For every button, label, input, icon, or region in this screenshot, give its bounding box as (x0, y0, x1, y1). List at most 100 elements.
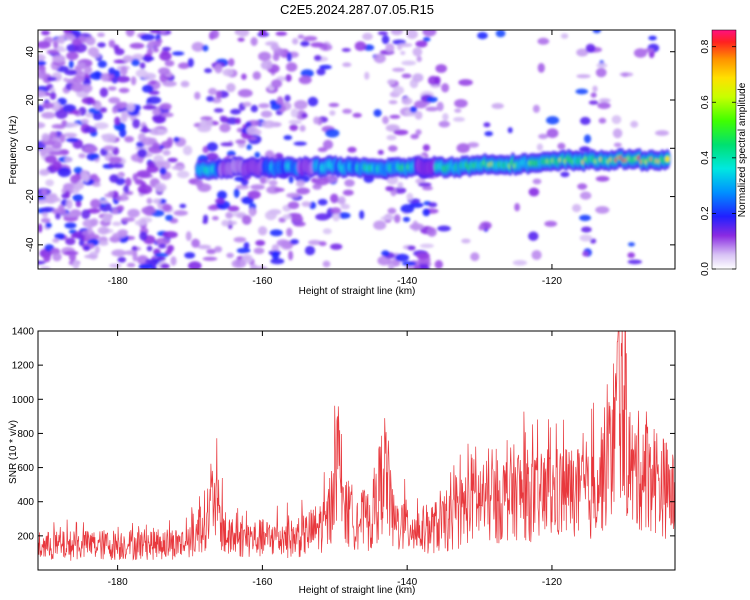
heatmap-cell (38, 260, 46, 265)
heatmap-cell (592, 30, 601, 34)
heatmap-y-ticks: -40 -20 0 20 40 (25, 46, 675, 252)
heatmap-cell (152, 198, 162, 204)
colorbar-tick-label: 0.0 (700, 262, 711, 276)
heatmap-cell (184, 252, 196, 259)
heatmap-cell (241, 215, 252, 225)
heatmap-cell (202, 219, 208, 224)
snr-x-axis-label: Height of straight line (km) (299, 585, 416, 596)
heatmap-cell (38, 90, 46, 98)
heatmap-cell (135, 69, 148, 78)
heatmap-cell (456, 143, 470, 154)
heatmap-cell (94, 245, 100, 254)
heatmap-cell (393, 129, 409, 136)
heatmap-cell (354, 41, 367, 51)
heatmap-cell (395, 253, 410, 262)
heatmap-cell (442, 113, 449, 121)
heatmap-cell (83, 126, 98, 133)
y-tick-label: 400 (17, 497, 34, 508)
heatmap-y-axis-label: Frequency (Hz) (8, 116, 19, 185)
heatmap-cell (162, 46, 172, 52)
heatmap-cell (90, 154, 99, 160)
heatmap-cell (147, 41, 154, 49)
heatmap-cell (62, 213, 77, 218)
y-tick-label: 0 (25, 145, 36, 151)
heatmap-cell (65, 237, 76, 246)
heatmap-cell (81, 209, 91, 220)
heatmap-cell (318, 241, 327, 247)
heatmap-cell (72, 194, 84, 202)
heatmap-cell (58, 35, 66, 45)
heatmap-cell (215, 90, 222, 99)
heatmap-cell (155, 161, 164, 167)
heatmap-cell (412, 47, 423, 57)
heatmap-cell (387, 79, 396, 85)
heatmap-cell (98, 240, 109, 246)
heatmap-cell (219, 123, 231, 133)
heatmap-cell (316, 68, 326, 76)
heatmap-cell (202, 44, 209, 52)
heatmap-cell (284, 94, 291, 102)
heatmap-cell (242, 101, 252, 107)
heatmap-cell (575, 88, 589, 95)
heatmap-cell (596, 62, 608, 69)
heatmap-cell (139, 231, 148, 241)
heatmap-cell (342, 108, 352, 114)
x-tick-label: -160 (252, 577, 272, 588)
heatmap-cell (83, 145, 98, 153)
heatmap-cell (595, 67, 607, 78)
heatmap-cell (81, 96, 95, 105)
heatmap-cell (590, 92, 597, 98)
heatmap-cell (112, 232, 128, 238)
heatmap-cell (41, 30, 50, 36)
heatmap-cell (248, 203, 257, 210)
heatmap-cell (158, 67, 171, 75)
heatmap-cell (246, 126, 259, 135)
heatmap-cell (38, 60, 47, 66)
heatmap-cell (266, 185, 281, 194)
heatmap-cell (123, 185, 129, 194)
heatmap-cell (243, 242, 250, 250)
heatmap-cell (71, 38, 82, 46)
heatmap-cell (146, 245, 153, 252)
heatmap-cell (154, 252, 169, 258)
heatmap-cell (182, 145, 193, 156)
heatmap-cell (49, 91, 57, 100)
heatmap-cell (434, 76, 441, 85)
heatmap-cell (259, 30, 267, 37)
heatmap-cell (120, 114, 128, 123)
snr-series-line (38, 331, 675, 561)
heatmap-cell (528, 187, 540, 197)
heatmap-cell (159, 103, 172, 110)
heatmap-cell (246, 144, 252, 151)
heatmap-cell (342, 62, 352, 67)
heatmap-cell (100, 73, 110, 82)
heatmap-cell (613, 142, 622, 148)
heatmap-cell (288, 119, 302, 125)
heatmap-cell (303, 35, 318, 42)
heatmap-cell (173, 210, 188, 216)
heatmap-cell (347, 146, 357, 153)
heatmap-cell (576, 74, 591, 79)
heatmap-cell (214, 246, 223, 253)
heatmap-cell (470, 252, 480, 262)
heatmap-cell (410, 133, 420, 140)
heatmap-cell (467, 142, 480, 148)
heatmap-cell (414, 100, 428, 109)
heatmap-cell (342, 189, 354, 196)
heatmap-frame (37, 29, 676, 270)
heatmap-cell (544, 220, 558, 227)
heatmap-cell (197, 244, 212, 250)
heatmap-cell (125, 30, 135, 37)
heatmap-cell (236, 247, 251, 254)
heatmap-cell (66, 51, 79, 61)
heatmap-cell (304, 245, 316, 256)
heatmap-cell (330, 193, 339, 204)
heatmap-cell (385, 124, 400, 132)
heatmap-cell (627, 252, 635, 259)
heatmap-cell (214, 63, 223, 74)
heatmap-cell (220, 116, 229, 123)
heatmap-cell (142, 84, 154, 93)
heatmap-cell (415, 129, 422, 136)
heatmap-cell (116, 75, 131, 83)
heatmap-cell (393, 214, 401, 224)
